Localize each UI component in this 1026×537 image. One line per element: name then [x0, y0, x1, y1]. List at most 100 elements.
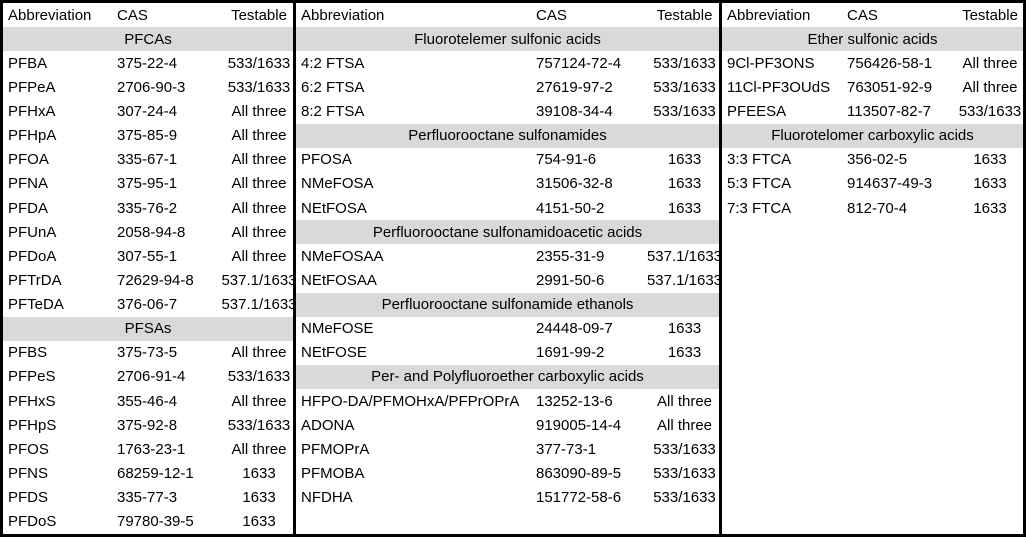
cell-testable: 1633 [973, 151, 1007, 169]
column-header-abbreviation: Abbreviation [301, 6, 385, 24]
column-header-testable: Testable [656, 6, 713, 24]
cell-cas: 39108-34-4 [536, 103, 613, 121]
table-row: 6:2 FTSA 27619-97-2 533/1633 [296, 75, 719, 99]
cell-testable: All three [231, 175, 287, 193]
cell-testable: 1633 [242, 513, 276, 531]
cell-testable: 537.1/1633 [646, 271, 722, 289]
cell-testable: All three [656, 416, 713, 434]
cell-cas: 2706-90-3 [117, 78, 186, 96]
table-row: PFOSA 754-91-6 1633 [296, 148, 719, 172]
table-row: PFTeDA 376-06-7 537.1/1633 [3, 293, 293, 317]
table-row: PFHxS 355-46-4 All three [3, 389, 293, 413]
cell-abbreviation: NMeFOSE [301, 320, 374, 338]
table-row: NMeFOSE 24448-09-7 1633 [296, 317, 719, 341]
cell-abbreviation: 11Cl-PF3OUdS [727, 78, 831, 96]
cell-testable: 1633 [667, 199, 702, 217]
cell-testable: All three [231, 103, 287, 121]
cell-abbreviation: 6:2 FTSA [301, 78, 365, 96]
table-row: 5:3 FTCA 914637-49-3 1633 [722, 172, 1023, 196]
cell-abbreviation: PFDA [8, 199, 49, 217]
cell-abbreviation: PFDS [8, 489, 49, 507]
cell-cas: 1691-99-2 [536, 344, 605, 362]
cell-cas: 355-46-4 [117, 392, 178, 410]
cell-testable: 1633 [973, 199, 1007, 217]
cell-testable: 1633 [667, 175, 702, 193]
table-row: PFOA 335-67-1 All three [3, 148, 293, 172]
table-row: ADONA 919005-14-4 All three [296, 413, 719, 437]
section-header: Perfluorooctane sulfonamides [408, 127, 607, 145]
section-header: Fluorotelemer sulfonic acids [414, 30, 601, 48]
cell-abbreviation: PFEESA [727, 103, 787, 121]
table-row: PFDoA 307-55-1 All three [3, 244, 293, 268]
table-row: NEtFOSA 4151-50-2 1633 [296, 196, 719, 220]
cell-cas: 335-76-2 [117, 199, 178, 217]
table-row: PFNA 375-95-1 All three [3, 172, 293, 196]
section-header: PFSAs [124, 320, 172, 338]
cell-testable: All three [231, 247, 287, 265]
cell-testable: 533/1633 [227, 416, 291, 434]
cell-testable: All three [231, 199, 287, 217]
cell-cas: 2355-31-9 [536, 247, 605, 265]
table-row: NEtFOSAA 2991-50-6 537.1/1633 [296, 268, 719, 292]
cell-testable: All three [231, 344, 287, 362]
cell-testable: 1633 [242, 464, 276, 482]
cell-cas: 79780-39-5 [117, 513, 194, 531]
cell-cas: 756426-58-1 [847, 54, 933, 72]
cell-testable: 533/1633 [227, 368, 291, 386]
cell-cas: 307-55-1 [117, 247, 178, 265]
section-header-row: Fluorotelomer carboxylic acids [722, 123, 1023, 148]
cell-testable: 1633 [973, 175, 1007, 193]
section-header: PFCAs [124, 30, 172, 48]
table-row: PFUnA 2058-94-8 All three [3, 220, 293, 244]
cell-abbreviation: 9Cl-PF3ONS [727, 54, 815, 72]
section-header-row: Perfluorooctane sulfonamides [296, 123, 719, 148]
cell-testable: 537.1/1633 [221, 271, 296, 289]
cell-cas: 13252-13-6 [536, 392, 613, 410]
table-row: PFMOBA 863090-89-5 533/1633 [296, 461, 719, 485]
table-row: 9Cl-PF3ONS 756426-58-1 All three [722, 51, 1023, 75]
cell-abbreviation: PFBA [8, 54, 48, 72]
column-header-cas: CAS [847, 6, 878, 24]
section-header-row: PFCAs [3, 27, 293, 52]
cell-abbreviation: NMeFOSA [301, 175, 374, 193]
cell-abbreviation: PFHpA [8, 127, 57, 145]
cell-testable: 533/1633 [653, 54, 716, 72]
cell-testable: All three [231, 392, 287, 410]
cell-abbreviation: 3:3 FTCA [727, 151, 792, 169]
table-row: 7:3 FTCA 812-70-4 1633 [722, 196, 1023, 220]
cell-cas: 31506-32-8 [536, 175, 613, 193]
cell-cas: 914637-49-3 [847, 175, 933, 193]
cell-abbreviation: HFPO-DA/PFMOHxA/PFPrOPrA [301, 392, 520, 410]
cell-cas: 113507-82-7 [847, 103, 931, 121]
cell-cas: 27619-97-2 [536, 78, 613, 96]
cell-cas: 375-85-9 [117, 127, 178, 145]
cell-cas: 335-77-3 [117, 489, 178, 507]
cell-cas: 375-73-5 [117, 344, 178, 362]
cell-abbreviation: PFUnA [8, 223, 57, 241]
section-header: Fluorotelomer carboxylic acids [771, 127, 974, 145]
cell-abbreviation: NMeFOSAA [301, 247, 384, 265]
cell-cas: 863090-89-5 [536, 464, 622, 482]
cell-testable: 1633 [667, 151, 702, 169]
column-header-row: Abbreviation CAS Testable [296, 3, 719, 27]
cell-cas: 72629-94-8 [117, 271, 194, 289]
table-row: PFTrDA 72629-94-8 537.1/1633 [3, 268, 293, 292]
cell-cas: 2058-94-8 [117, 223, 186, 241]
cell-cas: 763051-92-9 [847, 78, 933, 96]
cell-abbreviation: PFTeDA [8, 296, 64, 314]
cell-testable: All three [656, 392, 713, 410]
cell-cas: 375-92-8 [117, 416, 178, 434]
cell-cas: 151772-58-6 [536, 489, 622, 507]
table-row: PFPeS 2706-91-4 533/1633 [3, 365, 293, 389]
column-header-cas: CAS [117, 6, 148, 24]
table-row: PFHxA 307-24-4 All three [3, 100, 293, 124]
table-row: PFBS 375-73-5 All three [3, 341, 293, 365]
table-row: 4:2 FTSA 757124-72-4 533/1633 [296, 51, 719, 75]
panel-ether-sulfonic-ftca: Abbreviation CAS Testable Ether sulfonic ac… [722, 3, 1023, 534]
table-row: PFNS 68259-12-1 1633 [3, 461, 293, 485]
cell-abbreviation: PFDoA [8, 247, 57, 265]
table-row: NEtFOSE 1691-99-2 1633 [296, 341, 719, 365]
cell-abbreviation: NEtFOSAA [301, 271, 377, 289]
cell-abbreviation: 5:3 FTCA [727, 175, 792, 193]
